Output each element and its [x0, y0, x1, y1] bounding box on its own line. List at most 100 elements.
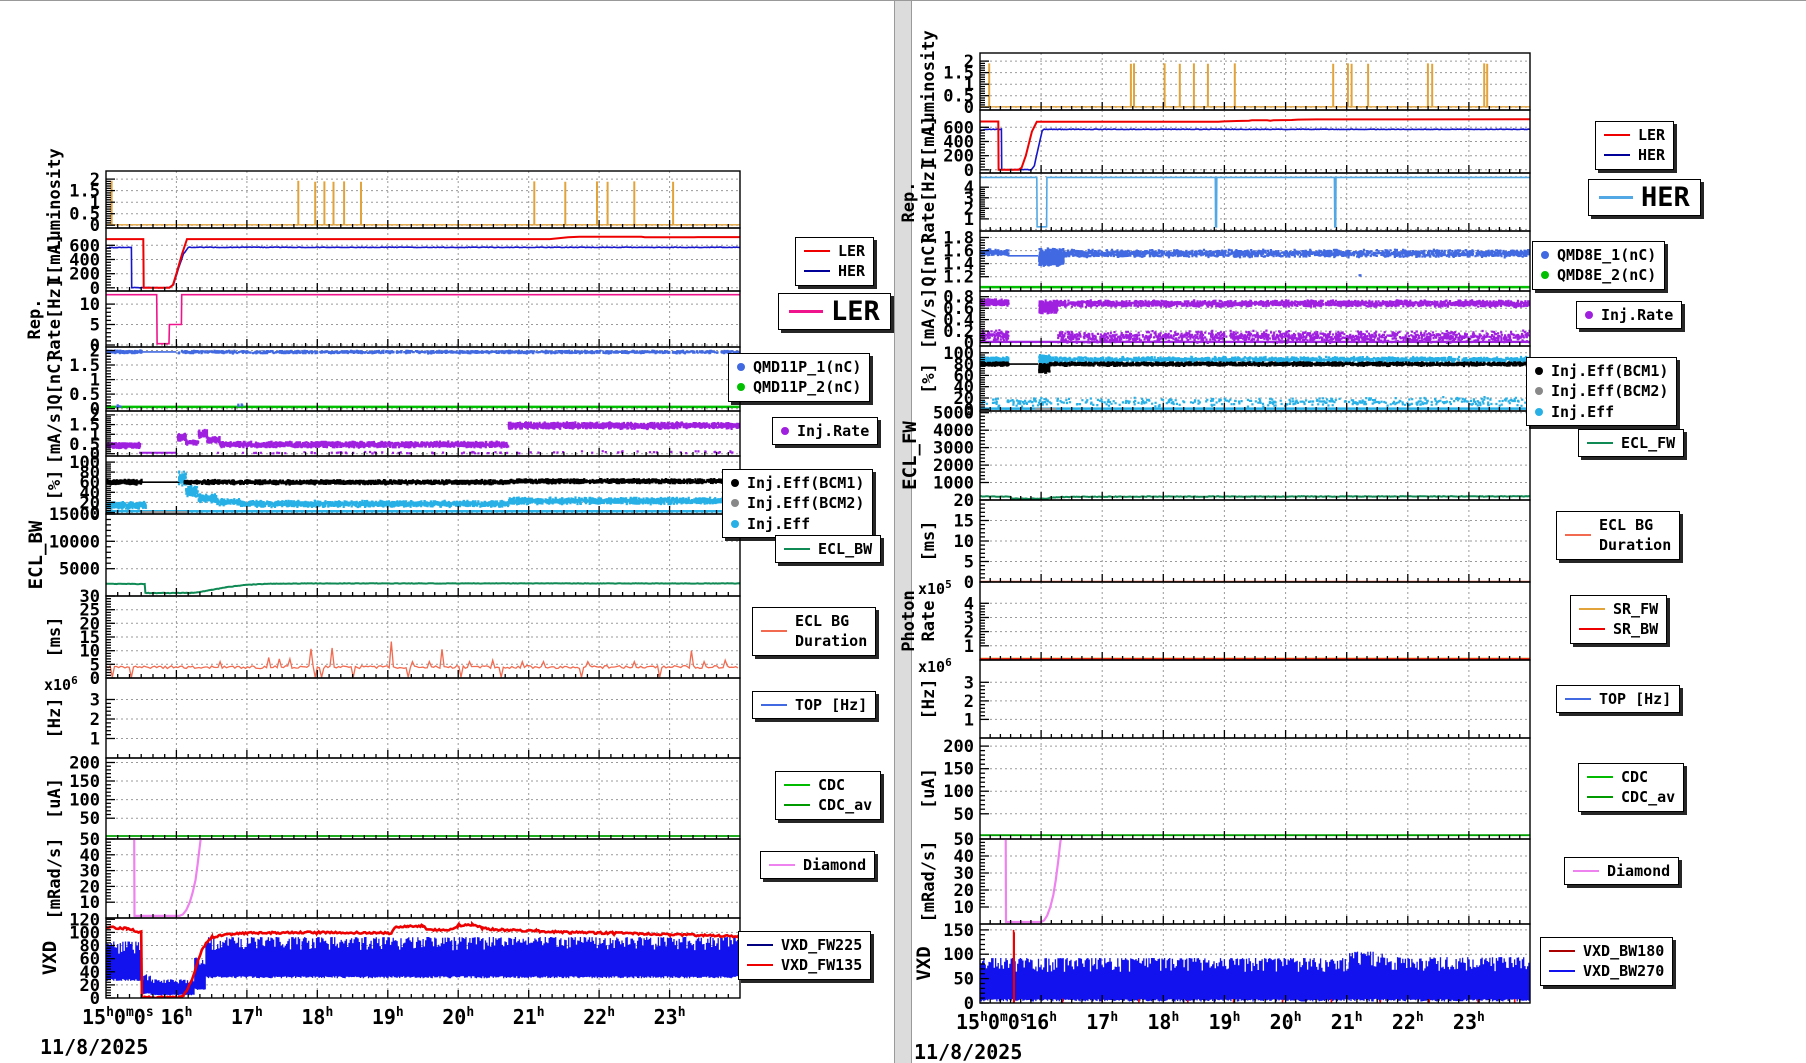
legend-label: LER — [831, 296, 880, 327]
y-axis-label: [mRad/s] — [919, 841, 939, 923]
y-axis-label: Photon — [899, 590, 919, 651]
y-tick-label: 2 — [964, 199, 974, 219]
legend-dot-marker — [781, 427, 789, 436]
legend-line-swatch — [1599, 196, 1633, 200]
right-panel: 00.511.52Luminosity0200400600I[mA]1234Re… — [899, 30, 1531, 1063]
y-tick-label: 0 — [90, 504, 100, 524]
legend-label: LER — [838, 242, 866, 260]
y-tick-label: 100 — [69, 453, 100, 473]
svg-text:21h: 21h — [513, 1005, 545, 1029]
y-tick-label: 100 — [943, 344, 974, 364]
y-axis-label: Q[nC] — [45, 353, 65, 404]
y-axis-label: I[mA] — [45, 234, 65, 285]
legend-dot-marker — [1535, 407, 1543, 416]
left-legend-5: ECL_BW — [775, 535, 882, 564]
y-tick-label: 5 — [90, 316, 100, 336]
y-tick-label: 2 — [90, 406, 100, 426]
y-tick-label: 3 — [90, 691, 100, 711]
y-tick-label: 2000 — [933, 456, 974, 476]
svg-text:21h: 21h — [1331, 1010, 1363, 1034]
svg-text:19h: 19h — [372, 1005, 404, 1029]
y-tick-label: 20 — [954, 881, 974, 901]
y-tick-label: 4000 — [933, 421, 974, 441]
legend-line-swatch — [1549, 950, 1575, 953]
y-tick-label: 0 — [90, 216, 100, 236]
y-tick-label: 5000 — [59, 560, 100, 580]
y-tick-label: 15 — [80, 628, 100, 648]
y-tick-label: 10 — [80, 642, 100, 662]
y-axis-label: [ms] — [45, 617, 65, 658]
right-legend-0: LER HER — [1595, 121, 1675, 170]
y-tick-label: 1.2 — [943, 268, 974, 288]
legend-dot-marker — [1541, 251, 1549, 260]
legend-label: HER — [1638, 146, 1666, 165]
legend-dot-marker — [1541, 271, 1549, 280]
legend-line-swatch — [1604, 134, 1630, 137]
y-tick-label: 15 — [954, 512, 974, 532]
y-axis-label: [mA/s] — [919, 288, 939, 349]
right-legend-2: QMD8E_1(nC) QMD8E_2(nC) — [1532, 241, 1666, 290]
right-legend-4: Inj.Eff(BCM1) Inj.Eff(BCM2) Inj.Eff — [1526, 357, 1678, 426]
legend-line-swatch — [784, 784, 810, 787]
y-tick-label: 60 — [80, 473, 100, 493]
legend-label: Inj.Eff(BCM1) — [1551, 362, 1669, 380]
y-tick-label: 5000 — [933, 404, 974, 424]
svg-text:22h: 22h — [1392, 1010, 1424, 1034]
y-tick-label: 10 — [954, 532, 974, 552]
y-tick-label: 3 — [964, 609, 974, 629]
y-tick-label: 1.5 — [69, 356, 100, 376]
svg-text:23h: 23h — [1453, 1010, 1485, 1034]
left-plot-top-rate: 123 [Hz] x106 — [44, 674, 741, 759]
y-tick-label: 4 — [964, 178, 974, 198]
y-axis-label: [uA] — [919, 768, 939, 809]
right-legend-7: SR_FW SR_BW — [1570, 595, 1668, 644]
right-legend-5: ECL_FW — [1578, 429, 1685, 458]
svg-text:20h: 20h — [442, 1005, 474, 1029]
y-tick-label: 5 — [964, 553, 974, 573]
y-tick-label: 1.5 — [943, 64, 974, 84]
y-tick-label: 0.5 — [943, 87, 974, 107]
legend-label: Inj.Eff(BCM2) — [747, 494, 865, 513]
y-tick-label: 1 — [90, 193, 100, 213]
y-tick-label: 50 — [954, 805, 974, 825]
y-tick-label: 0 — [964, 98, 974, 118]
legend-line-swatch — [804, 250, 830, 253]
y-tick-label: 150 — [943, 921, 974, 941]
right-plot-luminosity: 00.511.52 Luminosity — [919, 30, 1531, 133]
y-tick-label: 20 — [954, 491, 974, 511]
y-tick-label: 15000 — [49, 505, 100, 525]
legend-line-swatch — [789, 310, 823, 314]
y-tick-label: 0 — [90, 669, 100, 689]
y-tick-label: 80 — [80, 463, 100, 483]
svg-text:18h: 18h — [1147, 1010, 1179, 1034]
legend-label: VXD_FW225 — [781, 936, 863, 954]
legend-line-swatch — [769, 864, 795, 867]
legend-label: HER — [838, 262, 866, 281]
y-tick-label: 60 — [954, 366, 974, 386]
y-tick-label: 100 — [943, 782, 974, 802]
legend-label: HER — [1641, 182, 1690, 213]
y-axis-label: VXD — [39, 941, 61, 975]
y-tick-label: 20 — [80, 614, 100, 634]
y-tick-label: 30 — [80, 587, 100, 607]
legend-label: Inj.Eff — [747, 514, 811, 533]
y-tick-label: 150 — [943, 760, 974, 780]
right-legend-11: VXD_BW180 VXD_BW270 — [1540, 937, 1674, 986]
right-plot-inj-rate: 00.20.40.60.8[mA/s] — [919, 288, 1531, 354]
left-xaxis-labels: 15h0m0s 16h 17h 18h 19h 20h 21h 22h 23h — [82, 1005, 686, 1029]
legend-label: Diamond — [803, 856, 867, 874]
legend-label: Diamond — [1607, 862, 1671, 880]
y-tick-label: 2 — [90, 170, 100, 190]
legend-line-swatch — [747, 964, 773, 967]
legend-dot-marker — [731, 499, 739, 508]
left-legend-4: Inj.Eff(BCM1) Inj.Eff(BCM2) Inj.Eff — [722, 469, 874, 538]
y-tick-label: 0.5 — [69, 385, 100, 405]
y-tick-label: 150 — [69, 772, 100, 792]
